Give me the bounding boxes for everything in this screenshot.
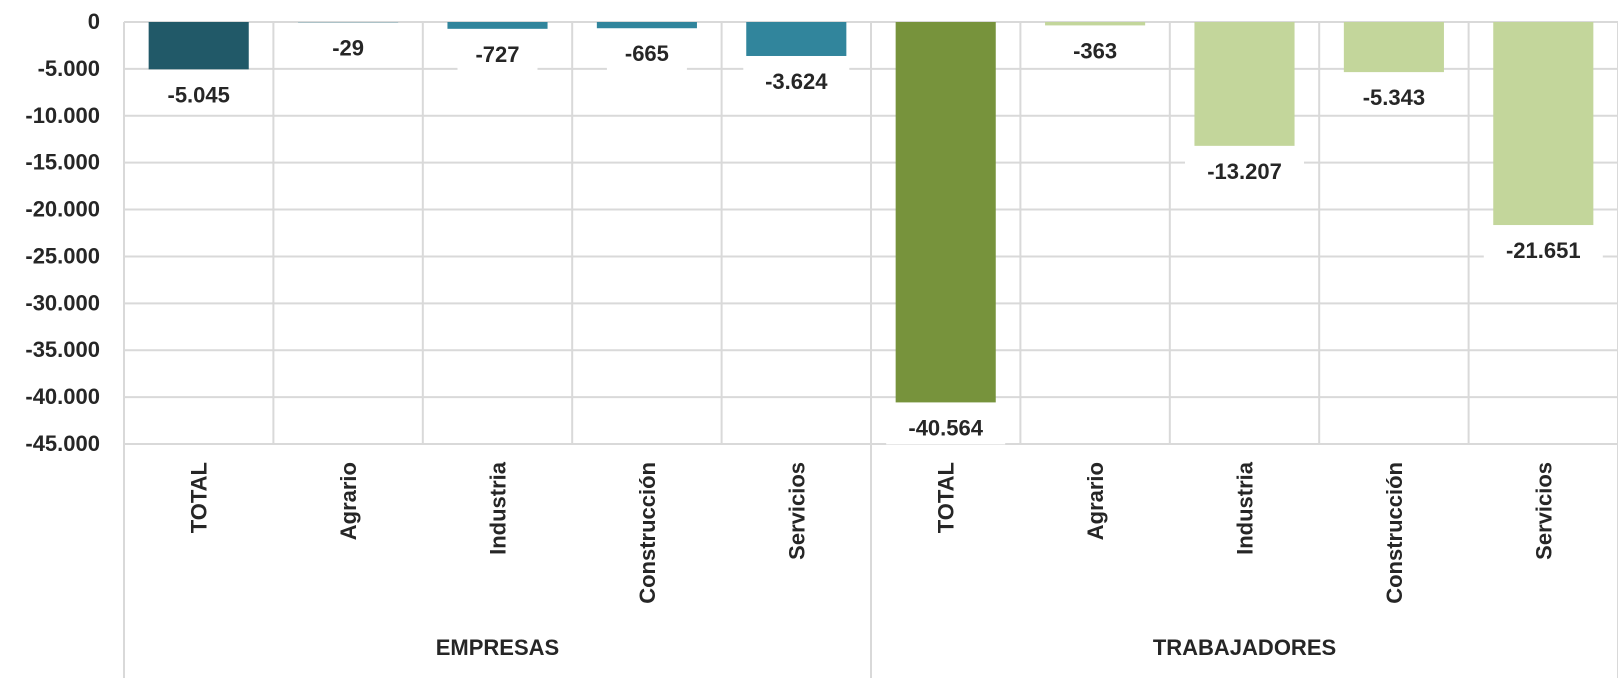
category-label: Servicios xyxy=(784,462,809,560)
axes: 0 -5.000 -10.000 -15.000 -20.000 -25.000 -30.0… xyxy=(25,9,1556,660)
category-label: Agrario xyxy=(1083,462,1108,540)
data-label: -29 xyxy=(332,35,364,60)
data-label-background xyxy=(314,30,382,65)
category-label: TOTAL xyxy=(934,462,959,533)
data-labels: -5.045 -29 -727 -665 -3.624 -40.564 -363 -13.20… xyxy=(145,30,1603,445)
category-label: Construcción xyxy=(1382,462,1407,604)
group-label: TRABAJADORES xyxy=(1153,635,1336,660)
data-label-background xyxy=(743,63,850,98)
y-tick-label: -10.000 xyxy=(25,103,100,128)
y-tick-label: 0 xyxy=(88,9,100,34)
y-tick-label: -5.000 xyxy=(38,56,100,81)
data-label-background xyxy=(1055,33,1136,68)
y-tick-label: -25.000 xyxy=(25,243,100,268)
category-label: Agrario xyxy=(336,462,361,540)
data-label-background xyxy=(606,36,687,71)
bar xyxy=(447,22,548,29)
group-label: EMPRESAS xyxy=(436,635,559,660)
data-label: -363 xyxy=(1073,38,1117,63)
category-label: Industria xyxy=(1233,461,1258,555)
data-label-background xyxy=(1483,233,1603,268)
data-label-background xyxy=(886,410,1006,445)
category-label: Industria xyxy=(486,461,511,555)
bar xyxy=(895,22,996,403)
bar xyxy=(1493,22,1594,226)
data-label-background xyxy=(1185,153,1304,188)
y-tick-label: -30.000 xyxy=(25,290,100,315)
y-tick-label: -45.000 xyxy=(25,431,100,456)
data-label: -5.045 xyxy=(168,82,230,107)
data-label: -5.343 xyxy=(1363,85,1425,110)
bar xyxy=(148,22,249,70)
category-label: Construcción xyxy=(635,462,660,604)
data-label: -21.651 xyxy=(1506,238,1581,263)
data-label-background xyxy=(145,77,252,112)
data-label: -3.624 xyxy=(765,69,828,94)
gridlines xyxy=(123,21,1618,678)
data-label: -727 xyxy=(475,42,519,67)
bar xyxy=(596,22,697,29)
y-tick-label: -35.000 xyxy=(25,337,100,362)
bar xyxy=(746,22,847,56)
category-label: Servicios xyxy=(1531,462,1556,560)
data-label: -13.207 xyxy=(1207,159,1282,184)
data-label: -40.564 xyxy=(908,415,983,440)
data-label: -665 xyxy=(625,41,669,66)
y-tick-label: -15.000 xyxy=(25,150,100,175)
bar xyxy=(1194,22,1295,146)
category-label: TOTAL xyxy=(187,462,212,533)
bars xyxy=(148,22,1594,403)
data-label-background xyxy=(457,36,538,71)
bar xyxy=(1343,22,1444,73)
bar xyxy=(1045,22,1146,26)
y-tick-label: -40.000 xyxy=(25,384,100,409)
y-tick-label: -20.000 xyxy=(25,197,100,222)
data-label-background xyxy=(1340,80,1447,115)
